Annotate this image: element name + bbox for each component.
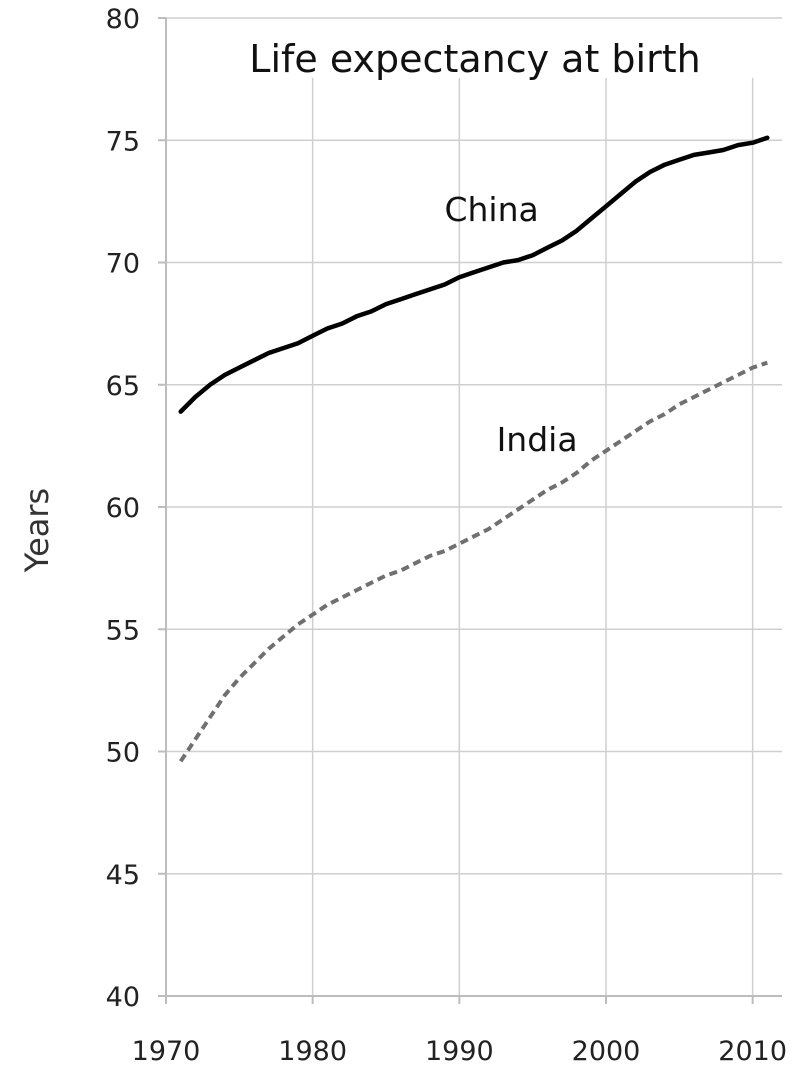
x-tick-label: 1990 [425, 1036, 494, 1067]
series-line-china [178, 135, 770, 414]
series-lines [178, 135, 770, 763]
series-label-india: India [497, 420, 578, 459]
y-tick-label: 55 [106, 615, 140, 646]
x-tick-label: 2010 [718, 1036, 787, 1067]
series-label-china: China [444, 190, 538, 229]
y-tick-label: 70 [106, 249, 140, 280]
series-labels: China India [444, 190, 577, 459]
y-tick-label: 40 [106, 982, 140, 1013]
y-tick-label: 50 [106, 738, 140, 769]
y-tick-label: 45 [106, 860, 140, 891]
tick-labels: 40 45 50 55 60 65 70 75 80 1970 1980 1990 2000 2010 [106, 4, 787, 1067]
y-tick-label: 65 [106, 371, 140, 402]
y-tick-label: 60 [106, 493, 140, 524]
y-axis-title: Years [18, 488, 56, 573]
chart-title: Life expectancy at birth [249, 37, 700, 81]
axes [158, 17, 782, 1004]
x-tick-label: 1970 [132, 1036, 201, 1067]
y-tick-label: 80 [106, 4, 140, 35]
x-tick-label: 2000 [572, 1036, 641, 1067]
x-tick-label: 1980 [278, 1036, 347, 1067]
gridlines [166, 17, 782, 996]
series-line-india [179, 360, 768, 763]
y-tick-label: 75 [106, 126, 140, 157]
